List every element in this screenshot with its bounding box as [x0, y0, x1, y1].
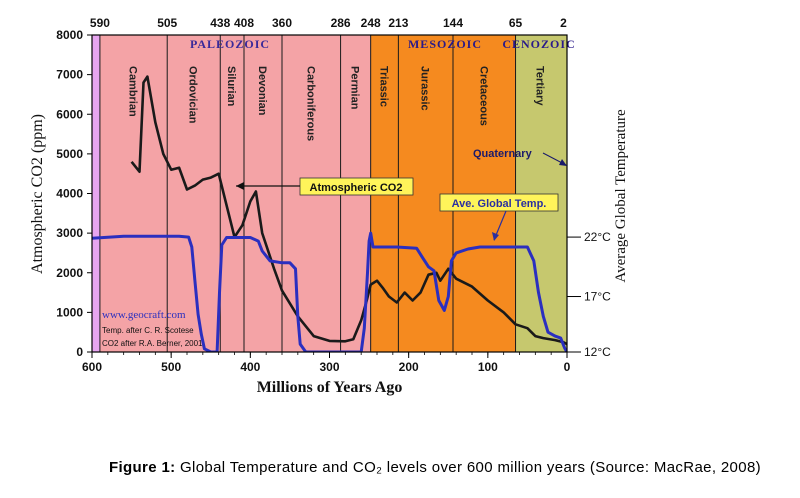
- co2-label-text: Atmospheric CO2: [310, 182, 403, 194]
- period-label-permian: Permian: [349, 66, 361, 110]
- x-top-tick-label: 360: [272, 16, 292, 30]
- period-label-ordovician: Ordovician: [187, 66, 199, 124]
- x-top-tick-label: 144: [443, 16, 463, 30]
- x-top-tick-label: 213: [388, 16, 408, 30]
- era-bands: [92, 35, 567, 352]
- annotations: Atmospheric CO2 Ave. Global Temp. Quaterna…: [102, 148, 567, 348]
- period-label-carboniferous: Carboniferous: [304, 66, 316, 141]
- y-left-tick-label: 5000: [56, 147, 83, 161]
- x-bottom-tick-label: 100: [478, 360, 498, 374]
- y-left-axis-title: Atmospheric CO2 (ppm): [29, 114, 46, 274]
- y-left-tick-label: 4000: [56, 187, 83, 201]
- temp-label-box: [439, 193, 559, 212]
- x-top-tick-label: 438: [210, 16, 230, 30]
- era-label-mesozoic: MESOZOIC: [408, 37, 482, 51]
- y-left-tick-label: 6000: [56, 107, 83, 121]
- x-top-tick-label: 286: [331, 16, 351, 30]
- co2-series-line: [130, 75, 567, 346]
- x-bottom-tick-label: 500: [161, 360, 181, 374]
- x-bottom-tick-label: 600: [82, 360, 102, 374]
- y-left-tick-label: 7000: [56, 68, 83, 82]
- period-label-cretaceous: Cretaceous: [477, 66, 489, 126]
- period-label-devonian: Devonian: [256, 66, 268, 116]
- x-top-tick-label: 65: [509, 16, 523, 30]
- period-label-silurian: Silurian: [225, 66, 237, 107]
- credit-co2: CO2 after R.A. Berner, 2001: [102, 339, 203, 348]
- y-left-tick-label: 2000: [56, 266, 83, 280]
- temperature-series-line: [92, 231, 567, 352]
- period-labels: Cambrian Ordovician Silurian Devonian Carbon…: [127, 66, 546, 141]
- quaternary-label: Quaternary: [473, 148, 533, 160]
- period-label-tertiary: Tertiary: [533, 66, 545, 106]
- x-top-tick-label: 505: [157, 16, 177, 30]
- x-top-tick-label: 408: [234, 16, 254, 30]
- credit-temp: Temp. after C. R. Scotese: [102, 326, 194, 335]
- figure-caption: Figure 1: Global Temperature and CO₂ lev…: [109, 459, 761, 476]
- series-lines: [92, 75, 567, 352]
- x-top-tick-label: 590: [90, 16, 110, 30]
- x-bottom-tick-label: 300: [319, 360, 339, 374]
- period-label-cambrian: Cambrian: [127, 66, 139, 117]
- temp-label-text: Ave. Global Temp.: [452, 198, 547, 210]
- y-right-tick-label: 17°C: [584, 290, 611, 304]
- period-label-jurassic: Jurassic: [419, 66, 431, 111]
- x-bottom-tick-label: 200: [399, 360, 419, 374]
- y-right-axis-title: Average Global Temperature: [613, 109, 629, 283]
- period-label-triassic: Triassic: [378, 66, 390, 107]
- era-label-cenozoic: CENOZOIC: [502, 37, 575, 51]
- era-label-paleozoic: PALEOZOIC: [190, 37, 270, 51]
- period-boundaries: [99, 35, 517, 352]
- x-bottom-tick-label: 0: [564, 360, 571, 374]
- y-left-tick-label: 0: [76, 345, 83, 359]
- y-left-tick-label: 1000: [56, 305, 83, 319]
- y-right-tick-label: 22°C: [584, 230, 611, 244]
- caption-prefix: Figure 1:: [109, 459, 176, 476]
- y-right-tick-label: 12°C: [584, 345, 611, 359]
- era-band-precambrian: [92, 35, 100, 352]
- x-top-tick-label: 248: [361, 16, 381, 30]
- credit-site: www.geocraft.com: [102, 309, 186, 321]
- co2-temperature-chart: Cambrian Ordovician Silurian Devonian Carbon…: [29, 16, 629, 396]
- era-labels: PALEOZOIC MESOZOIC CENOZOIC: [190, 37, 575, 51]
- x-bottom-tick-label: 400: [240, 360, 260, 374]
- temp-arrow-head: [492, 232, 499, 241]
- y-left-tick-label: 3000: [56, 226, 83, 240]
- x-top-tick-label: 2: [560, 16, 567, 30]
- co2-arrow-head: [236, 182, 244, 190]
- caption-text: Global Temperature and CO₂ levels over 6…: [175, 459, 761, 476]
- quaternary-arrow-head: [559, 159, 567, 166]
- y-left-tick-label: 8000: [56, 28, 83, 42]
- x-axis-title: Millions of Years Ago: [257, 379, 403, 396]
